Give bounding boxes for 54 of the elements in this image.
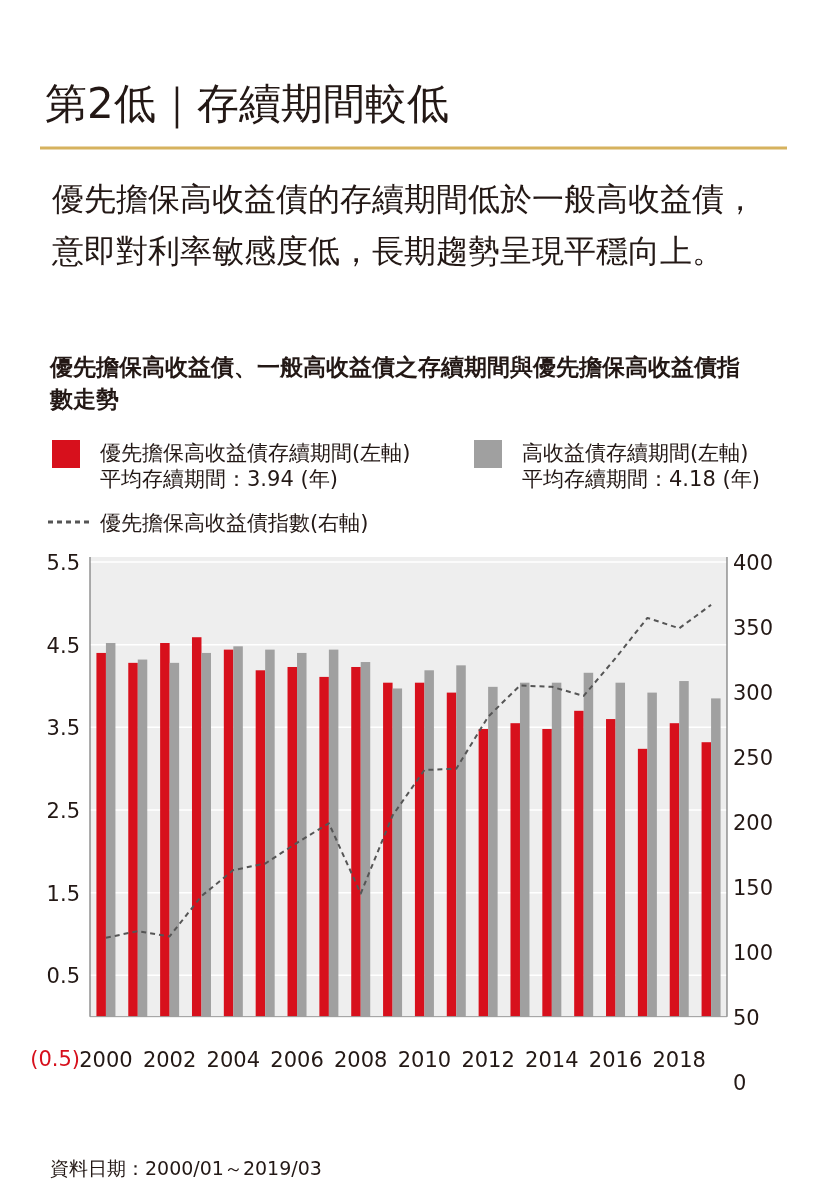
y-tick-label: 0.5 (46, 964, 80, 989)
y-tick-label: 5.5 (46, 551, 80, 575)
y2-tick-label: 350 (733, 616, 774, 640)
x-tick-label: 2018 (652, 1048, 706, 1072)
x-tick-label: 2016 (588, 1048, 643, 1072)
bar (542, 728, 552, 1017)
bar (637, 748, 648, 1017)
bar (160, 643, 170, 1017)
text: 優先擔保高收益債、一般高收益債之存續期間與優先擔保高收益債指數走勢 (49, 354, 740, 412)
y2-tick-label: 50 (733, 1006, 760, 1030)
y2-tick-label: 250 (733, 746, 774, 770)
x-tick-label: 2000 (79, 1048, 133, 1072)
line-series (104, 603, 713, 939)
legend-label: 優先擔保高收益債存續期間(左軸) 平均存續期間：3.94 (年) (100, 441, 411, 491)
bar (128, 662, 138, 1017)
y2-tick-label: 150 (733, 876, 774, 900)
bar (606, 719, 616, 1017)
bar (319, 676, 329, 1017)
x-tick-label: 2006 (270, 1048, 324, 1072)
y-tick-label: (0.5) (30, 1047, 80, 1071)
x-tick-label: 2010 (397, 1048, 452, 1072)
x-tick-label: 2014 (525, 1048, 579, 1072)
y-tick-label: 2.5 (46, 799, 80, 823)
bar (383, 682, 393, 1017)
bar (446, 692, 457, 1017)
y2-tick-label: 200 (733, 811, 774, 835)
text: 資料日期：2000/01～2019/03 (50, 1157, 322, 1179)
bar (414, 682, 425, 1017)
y2-tick-label: 0 (733, 1071, 747, 1095)
chart-title: 第2低｜存續期間較低 (45, 79, 449, 129)
bar (287, 666, 298, 1017)
bar (255, 670, 266, 1017)
y-tick-label: 1.5 (46, 881, 80, 906)
bar (191, 637, 202, 1017)
bar (510, 723, 520, 1017)
legend-label: 優先擔保高收益債指數(右軸) (100, 511, 369, 535)
x-tick-label: 2008 (334, 1048, 388, 1072)
x-tick-label: 2002 (142, 1048, 197, 1072)
y2-tick-label: 300 (733, 681, 774, 705)
y-tick-label: 3.5 (46, 716, 80, 741)
x-tick-label: 2004 (206, 1048, 261, 1072)
bar (96, 652, 106, 1017)
y-tick-label: 4.5 (46, 633, 80, 658)
x-tick-label: 2012 (461, 1048, 515, 1072)
chart-subtitle: 優先擔保高收益債的存續期間低於一般高收益債，意即對利率敏感度低，長期趨勢呈現平穩向上。 (51, 180, 756, 270)
bar (574, 710, 584, 1017)
y2-tick-label: 400 (733, 551, 774, 575)
bar (669, 723, 680, 1017)
legend-label: 高收益債存續期間(左軸) 平均存續期間：4.18 (年) (522, 441, 760, 491)
bar (351, 666, 361, 1017)
bar (478, 728, 489, 1017)
bar (223, 649, 234, 1017)
bar (701, 742, 712, 1017)
y2-tick-label: 100 (733, 941, 774, 965)
